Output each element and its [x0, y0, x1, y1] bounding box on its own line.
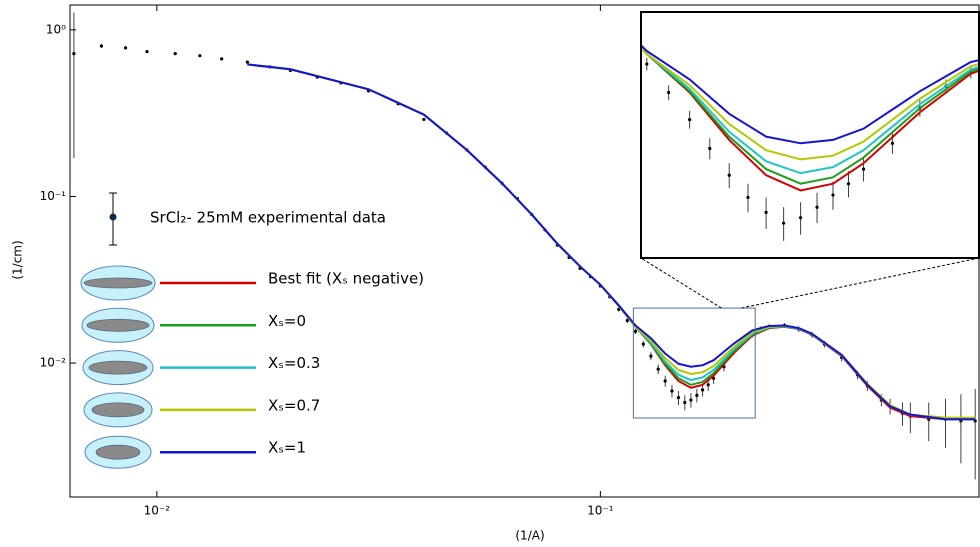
zoom-connector	[741, 257, 980, 309]
data-point	[706, 383, 710, 387]
legend-label: Best fit (Xₛ negative)	[268, 270, 424, 288]
x-tick-label: 10⁻¹	[587, 504, 614, 518]
y-tick-label: 10⁻²	[40, 356, 67, 370]
inset-plot	[599, 13, 979, 241]
legend-icon-inner	[88, 360, 148, 375]
legend-icon-inner	[86, 318, 150, 332]
legend-icon-inner	[83, 277, 153, 289]
data-point	[831, 193, 835, 197]
data-point	[670, 389, 674, 393]
data-point	[782, 221, 786, 225]
data-point	[422, 117, 426, 122]
data-point	[676, 396, 681, 400]
fit-line	[247, 63, 976, 421]
fit-line	[641, 43, 979, 145]
data-point	[861, 167, 866, 171]
zoom-box	[632, 307, 756, 419]
data-point	[625, 318, 629, 323]
data-point	[633, 329, 638, 333]
y-tick-label: 10⁰	[46, 22, 66, 36]
y-axis-title: (1/cm)	[11, 240, 25, 279]
x-axis-title: (1/A)	[515, 529, 544, 543]
legend-label: SrCl₂- 25mM experimental data	[150, 209, 386, 227]
data-point	[890, 141, 895, 145]
fit-line	[641, 46, 979, 175]
legend-label: Xₛ=1	[268, 439, 306, 457]
legend-label: Xₛ=0.3	[268, 354, 320, 372]
data-point	[695, 393, 699, 397]
legend-icon-inner	[95, 444, 141, 460]
x-tick-label: 10⁻²	[144, 504, 171, 518]
data-point	[641, 342, 645, 346]
data-point	[688, 117, 692, 122]
inset-background	[641, 12, 979, 258]
data-point	[656, 367, 660, 371]
data-point	[123, 46, 128, 50]
y-tick-label: 10⁻¹	[40, 189, 67, 203]
data-point	[689, 398, 693, 402]
data-point	[663, 379, 667, 383]
data-point	[700, 388, 705, 392]
zoom-connector	[640, 257, 722, 309]
data-point	[99, 44, 104, 48]
data-point	[798, 216, 803, 220]
data-point	[145, 50, 149, 54]
data-point	[683, 400, 687, 405]
data-point	[245, 60, 249, 64]
legend-icon-inner	[91, 402, 145, 418]
legend-marker	[109, 213, 117, 221]
data-point	[667, 90, 671, 95]
data-point	[727, 173, 731, 177]
fit-line	[641, 46, 979, 161]
data-point	[746, 195, 750, 200]
data-point	[173, 52, 177, 56]
data-point	[599, 13, 602, 16]
data-point	[764, 210, 768, 214]
data-point	[846, 182, 851, 186]
fit-line	[641, 46, 979, 192]
data-point	[220, 57, 224, 61]
inset-frame	[640, 11, 980, 259]
data-point	[645, 62, 649, 66]
fit-line	[641, 46, 979, 185]
legend-label: Xₛ=0	[268, 312, 306, 330]
data-point	[198, 54, 202, 58]
data-point	[72, 52, 76, 56]
legend-label: Xₛ=0.7	[268, 396, 320, 414]
data-point	[708, 146, 712, 151]
data-point	[622, 38, 625, 41]
plot-area	[72, 12, 977, 480]
data-point	[815, 205, 819, 209]
data-point	[649, 354, 653, 358]
